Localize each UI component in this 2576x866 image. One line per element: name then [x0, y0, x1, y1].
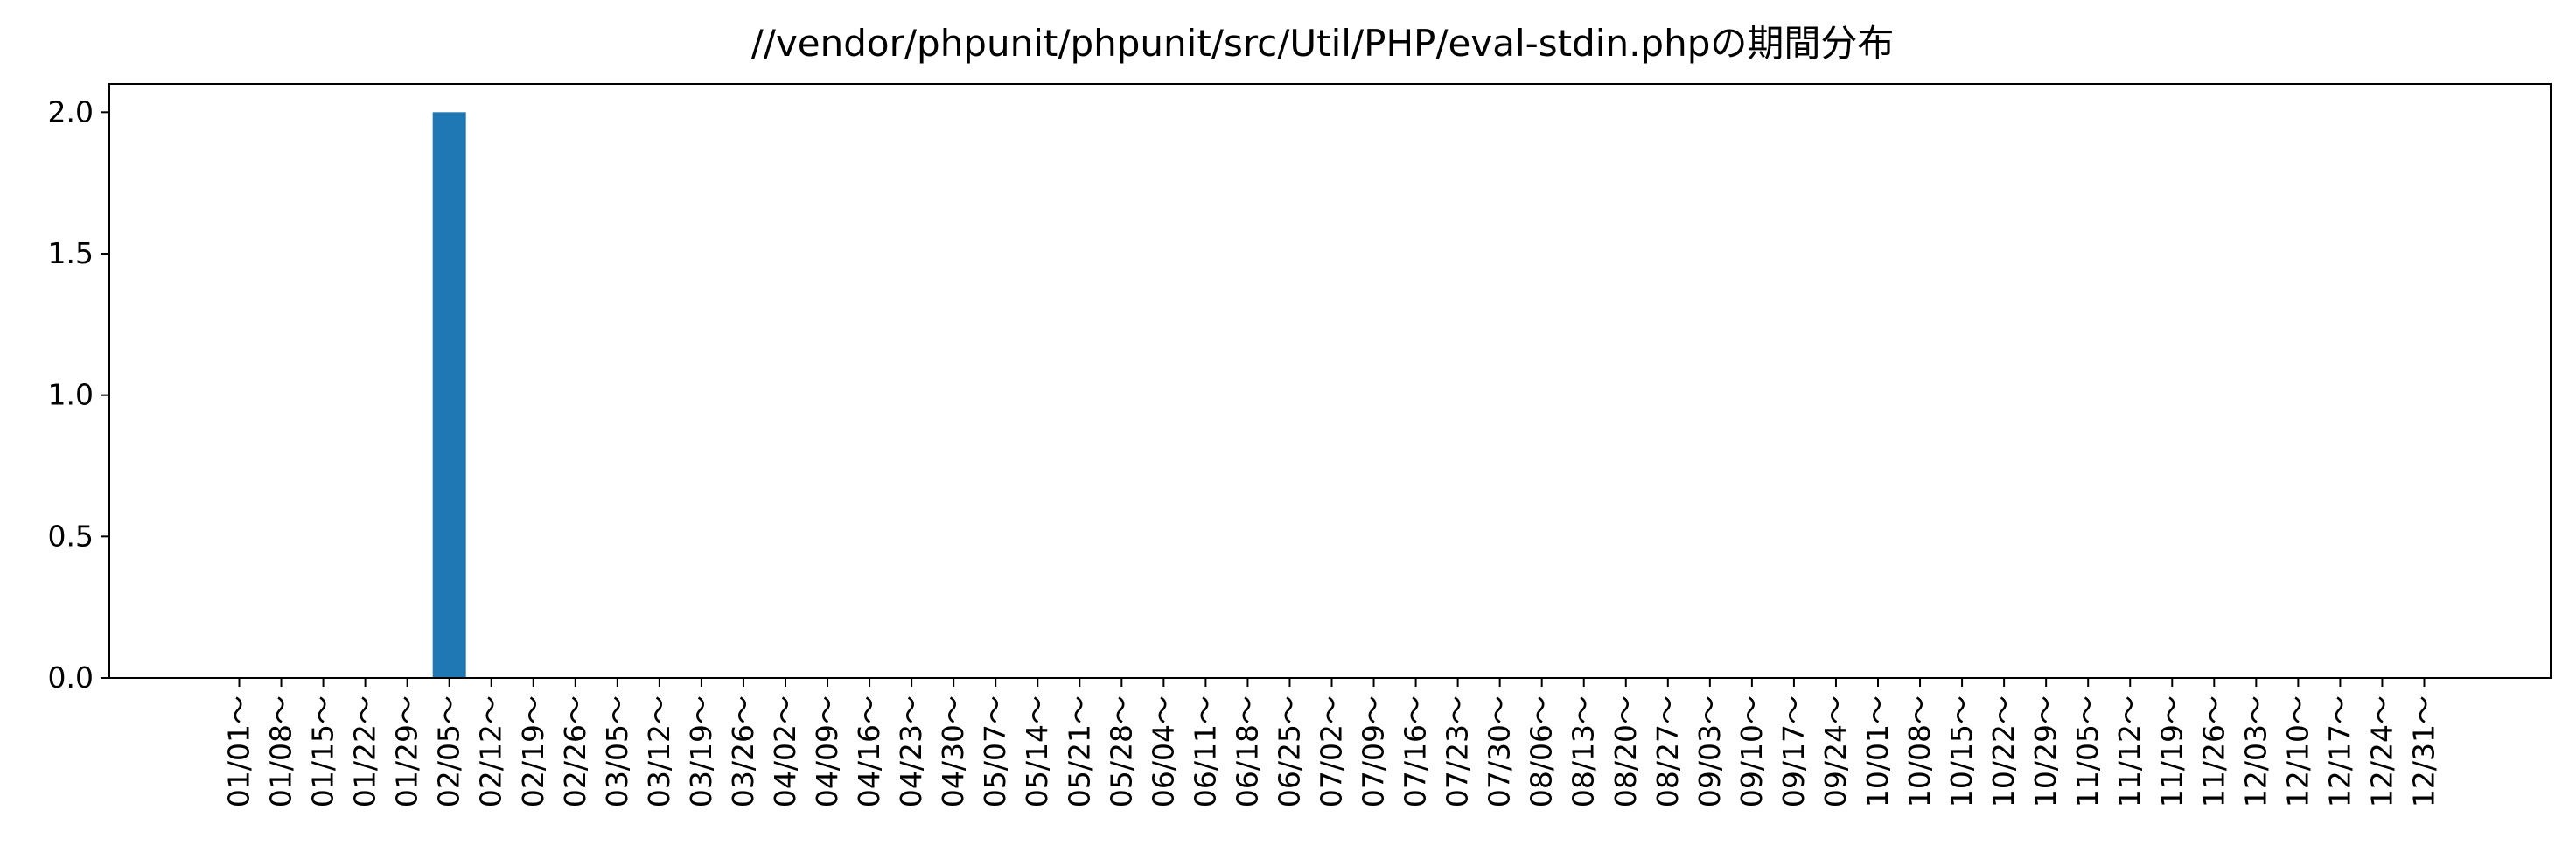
x-tick-label: 11/26～ — [2196, 695, 2230, 807]
x-tick-label: 01/01～ — [222, 695, 256, 807]
x-tick-label: 07/23～ — [1441, 695, 1475, 807]
y-axis: 0.0 0.5 1.0 1.5 2.0 — [48, 94, 109, 695]
y-tick-label: 0.5 — [48, 519, 94, 553]
x-tick-label: 06/04～ — [1146, 695, 1180, 807]
x-tick-label: 08/27～ — [1651, 695, 1685, 807]
x-tick-label: 04/23～ — [894, 695, 928, 807]
y-tick-label: 2.0 — [48, 94, 94, 129]
x-tick-label: 08/06～ — [1525, 695, 1559, 807]
x-tick-label: 04/09～ — [810, 695, 844, 807]
x-tick-label: 09/24～ — [1819, 695, 1853, 807]
x-tick-label: 02/26～ — [558, 695, 592, 807]
x-tick-label: 10/15～ — [1944, 695, 1979, 807]
x-tick-label: 05/14～ — [1020, 695, 1054, 807]
x-tick-label: 10/08～ — [1902, 695, 1937, 807]
x-tick-label: 04/02～ — [768, 695, 802, 807]
x-tick-label: 11/05～ — [2070, 695, 2105, 807]
x-tick-label: 03/12～ — [642, 695, 676, 807]
x-tick-label: 12/10～ — [2280, 695, 2314, 807]
plot-area — [432, 112, 466, 678]
x-tick-label: 11/12～ — [2112, 695, 2147, 807]
x-tick-label: 07/30～ — [1483, 695, 1517, 807]
x-tick-label: 02/05～ — [432, 695, 466, 807]
x-tick-label: 06/25～ — [1272, 695, 1306, 807]
x-tick-label: 08/13～ — [1567, 695, 1601, 807]
x-tick-label: 05/21～ — [1062, 695, 1096, 807]
plot-frame — [108, 83, 2552, 679]
x-tick-label: 12/31～ — [2407, 695, 2441, 807]
x-tick-label: 03/05～ — [600, 695, 634, 807]
x-tick-label: 02/19～ — [516, 695, 550, 807]
y-tick-label: 0.0 — [48, 660, 94, 695]
x-tick-label: 06/18～ — [1230, 695, 1264, 807]
x-tick-label: 12/17～ — [2322, 695, 2356, 807]
x-tick-label: 06/11～ — [1188, 695, 1222, 807]
x-tick-label: 10/22～ — [1986, 695, 2021, 807]
x-tick-label: 08/20～ — [1609, 695, 1643, 807]
x-tick-label: 09/03～ — [1693, 695, 1727, 807]
bar-02/05～ — [432, 112, 466, 678]
x-tick-label: 07/02～ — [1315, 695, 1349, 807]
x-tick-label: 03/26～ — [726, 695, 760, 807]
x-tick-label: 11/19～ — [2154, 695, 2189, 807]
x-tick-label: 12/24～ — [2364, 695, 2398, 807]
x-tick-label: 04/16～ — [852, 695, 886, 807]
x-tick-label: 04/30～ — [936, 695, 970, 807]
x-tick-label: 05/28～ — [1104, 695, 1138, 807]
chart-title: //vendor/phpunit/phpunit/src/Util/PHP/ev… — [751, 22, 1895, 65]
x-tick-label: 05/07～ — [978, 695, 1012, 807]
x-axis: 01/01～ 01/08～ 01/15～ 01/22～ 01/29～ 02/05～ 02/1… — [222, 678, 2441, 807]
x-tick-label: 09/17～ — [1777, 695, 1811, 807]
x-tick-label: 07/09～ — [1357, 695, 1391, 807]
x-tick-label: 07/16～ — [1399, 695, 1433, 807]
x-tick-label: 01/22～ — [348, 695, 382, 807]
x-tick-label: 10/29～ — [2028, 695, 2063, 807]
x-tick-label: 10/01～ — [1860, 695, 1895, 807]
x-tick-label: 01/15～ — [306, 695, 340, 807]
x-tick-label: 03/19～ — [684, 695, 718, 807]
x-tick-label: 09/10～ — [1735, 695, 1769, 807]
x-tick-label: 01/29～ — [390, 695, 424, 807]
x-tick-label: 12/03～ — [2238, 695, 2272, 807]
y-tick-label: 1.0 — [48, 378, 94, 412]
y-tick-label: 1.5 — [48, 236, 94, 270]
x-tick-label: 02/12～ — [474, 695, 508, 807]
x-tick-label: 01/08～ — [264, 695, 298, 807]
